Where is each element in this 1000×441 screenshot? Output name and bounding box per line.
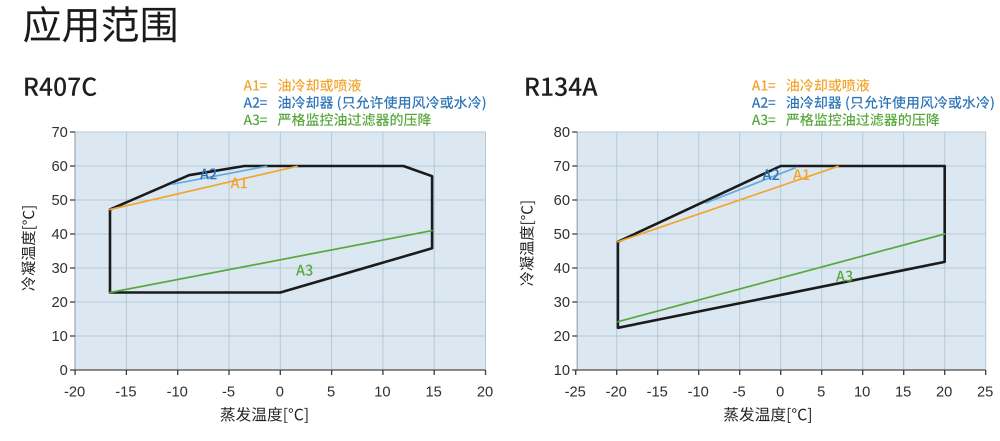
svg-text:10: 10	[374, 384, 390, 400]
svg-text:80: 80	[554, 125, 570, 141]
svg-text:10: 10	[51, 329, 67, 345]
svg-text:0: 0	[276, 384, 284, 400]
svg-text:20: 20	[51, 295, 67, 311]
svg-text:-20: -20	[606, 384, 627, 400]
svg-text:60: 60	[51, 159, 67, 175]
svg-text:-5: -5	[733, 384, 746, 400]
svg-text:10: 10	[554, 363, 570, 379]
svg-text:-15: -15	[115, 384, 136, 400]
svg-text:50: 50	[51, 193, 67, 209]
svg-text:5: 5	[327, 384, 335, 400]
svg-text:40: 40	[554, 261, 570, 277]
svg-text:30: 30	[51, 261, 67, 277]
svg-text:40: 40	[51, 227, 67, 243]
svg-text:70: 70	[51, 125, 67, 141]
svg-text:10: 10	[854, 384, 870, 400]
svg-text:15: 15	[895, 384, 911, 400]
svg-text:0: 0	[776, 384, 784, 400]
svg-text:50: 50	[554, 227, 570, 243]
svg-text:-10: -10	[688, 384, 709, 400]
svg-text:-15: -15	[647, 384, 668, 400]
svg-text:15: 15	[426, 384, 442, 400]
svg-text:-20: -20	[64, 384, 85, 400]
svg-text:-10: -10	[167, 384, 188, 400]
svg-text:70: 70	[554, 159, 570, 175]
svg-text:20: 20	[477, 384, 493, 400]
svg-text:25: 25	[977, 384, 993, 400]
svg-text:0: 0	[60, 363, 68, 379]
svg-text:20: 20	[936, 384, 952, 400]
svg-text:20: 20	[554, 329, 570, 345]
svg-text:60: 60	[554, 193, 570, 209]
svg-text:-5: -5	[222, 384, 235, 400]
svg-text:30: 30	[554, 295, 570, 311]
svg-text:-25: -25	[565, 384, 586, 400]
svg-text:5: 5	[817, 384, 825, 400]
